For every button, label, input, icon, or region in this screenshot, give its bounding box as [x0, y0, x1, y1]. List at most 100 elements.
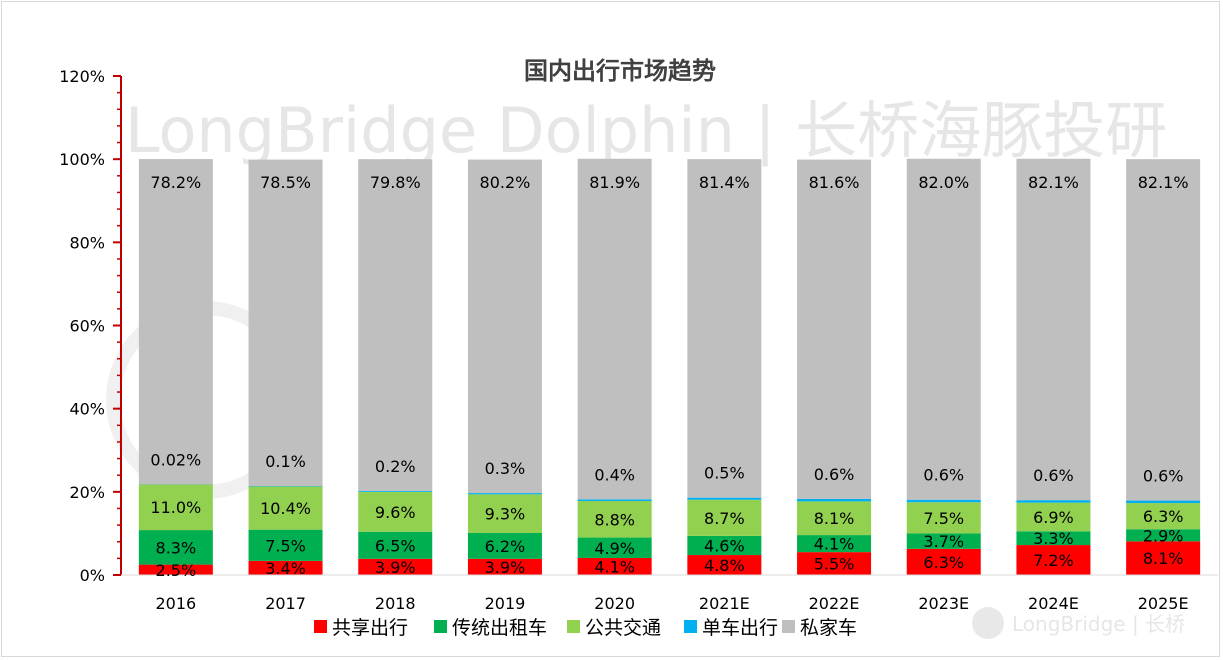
legend-label: 私家车 — [800, 617, 857, 639]
data-label: 0.6% — [1033, 466, 1074, 485]
bar-segment — [138, 564, 213, 575]
bars-group — [138, 158, 1201, 575]
data-label: 8.7% — [704, 509, 745, 528]
bar-segment — [358, 491, 433, 532]
data-label: 0.3% — [485, 459, 526, 478]
bar-segment — [358, 159, 433, 492]
bar-segment — [1126, 500, 1201, 504]
data-label: 8.3% — [156, 538, 197, 557]
bar-segment — [248, 159, 323, 487]
bar-segment — [1126, 503, 1201, 530]
data-labels-group: 2.5% 8.3% 11.0% 0.02% 78.2% 3.4% 7.5% 10.4% 0.1%… — [150, 173, 1188, 580]
y-tick-label: 120% — [59, 67, 105, 86]
x-tick-label: 2019 — [485, 594, 526, 613]
y-axis: 0% 20% 40% 60% 80% 100% 120% — [59, 67, 122, 585]
x-axis: 2016 2017 2018 2019 2020 2021E 2022E 2023E 2024E… — [121, 574, 1218, 613]
data-label: 4.6% — [704, 536, 745, 555]
legend-label: 单车出行 — [702, 617, 778, 639]
bar-segment — [1016, 502, 1091, 532]
bar-segment — [248, 485, 323, 487]
y-tick-label: 60% — [69, 317, 105, 336]
bar-segment — [467, 493, 542, 495]
bar-segment — [906, 502, 981, 534]
data-label: 7.2% — [1033, 551, 1074, 570]
bar-segment — [797, 552, 872, 575]
bar-segment — [1126, 541, 1201, 575]
bar-segment — [1016, 545, 1091, 575]
bar-segment — [1016, 531, 1091, 546]
data-label: 5.5% — [814, 555, 855, 574]
data-label: 9.6% — [375, 503, 416, 522]
data-label: 0.2% — [375, 457, 416, 476]
y-tick-label: 20% — [69, 483, 105, 502]
legend-label: 传统出租车 — [452, 617, 547, 639]
data-label: 4.1% — [814, 535, 855, 554]
bar-segment — [687, 159, 762, 498]
legend-swatch — [567, 620, 580, 633]
bar-segment — [358, 558, 433, 575]
data-label: 0.4% — [594, 465, 635, 484]
legend: 共享出行 传统出租车 公共交通 单车出行 私家车 — [314, 617, 857, 639]
data-label: 0.5% — [704, 464, 745, 483]
bar-segment — [1126, 159, 1201, 501]
x-tick-label: 2020 — [594, 594, 635, 613]
x-tick-label: 2018 — [375, 594, 416, 613]
legend-swatch — [684, 620, 697, 633]
bar-segment — [1126, 529, 1201, 542]
data-label: 4.8% — [704, 556, 745, 575]
bar-segment — [358, 531, 433, 559]
data-label: 6.2% — [485, 537, 526, 556]
x-tick-label: 2025E — [1138, 594, 1189, 613]
data-label: 2.5% — [156, 561, 197, 580]
watermark-text: LongBridge Dolphin | 长桥海豚投研 — [125, 94, 1167, 168]
bar-segment — [797, 501, 872, 536]
bar-segment — [906, 533, 981, 549]
bar-segment — [797, 159, 872, 499]
data-label: 78.5% — [260, 173, 311, 192]
bar-segment — [906, 499, 981, 503]
bar-segment — [687, 499, 762, 536]
data-label: 3.3% — [1033, 529, 1074, 548]
x-tick-label: 2021E — [699, 594, 750, 613]
data-label: 2.9% — [1143, 526, 1184, 545]
data-label: 8.1% — [1143, 549, 1184, 568]
data-label: 80.2% — [480, 173, 531, 192]
bar-segment — [138, 530, 213, 565]
bar-segment — [138, 159, 213, 485]
data-label: 8.1% — [814, 509, 855, 528]
legend-swatch — [314, 620, 327, 633]
bar-segment — [467, 533, 542, 559]
y-tick-label: 40% — [69, 400, 105, 419]
bar-segment — [1016, 500, 1091, 503]
data-label: 11.0% — [150, 498, 201, 517]
data-label: 82.0% — [918, 173, 969, 192]
y-tick-label: 100% — [59, 150, 105, 169]
data-label: 10.4% — [260, 499, 311, 518]
bar-segment — [467, 558, 542, 575]
data-label: 0.6% — [923, 466, 964, 485]
data-label: 0.1% — [265, 452, 306, 471]
data-label: 82.1% — [1028, 173, 1079, 192]
data-label: 6.3% — [923, 553, 964, 572]
bar-segment — [797, 498, 872, 502]
bar-segment — [248, 529, 323, 561]
data-label: 9.3% — [485, 505, 526, 524]
bar-segment — [577, 557, 652, 575]
chart-title: 国内出行市场趋势 — [524, 57, 716, 85]
bar-segment — [358, 491, 433, 492]
legend-swatch — [434, 620, 447, 633]
data-label: 81.6% — [809, 173, 860, 192]
data-label: 0.02% — [150, 450, 201, 469]
x-tick-label: 2016 — [155, 594, 196, 613]
data-label: 3.9% — [375, 558, 416, 577]
y-tick-label: 80% — [69, 233, 105, 252]
data-label: 0.6% — [1143, 467, 1184, 486]
data-label: 3.9% — [485, 558, 526, 577]
bar-segment — [248, 560, 323, 575]
legend-swatch — [782, 620, 795, 633]
x-tick-label: 2022E — [809, 594, 860, 613]
x-tick-label: 2023E — [918, 594, 969, 613]
data-label: 3.4% — [265, 559, 306, 578]
